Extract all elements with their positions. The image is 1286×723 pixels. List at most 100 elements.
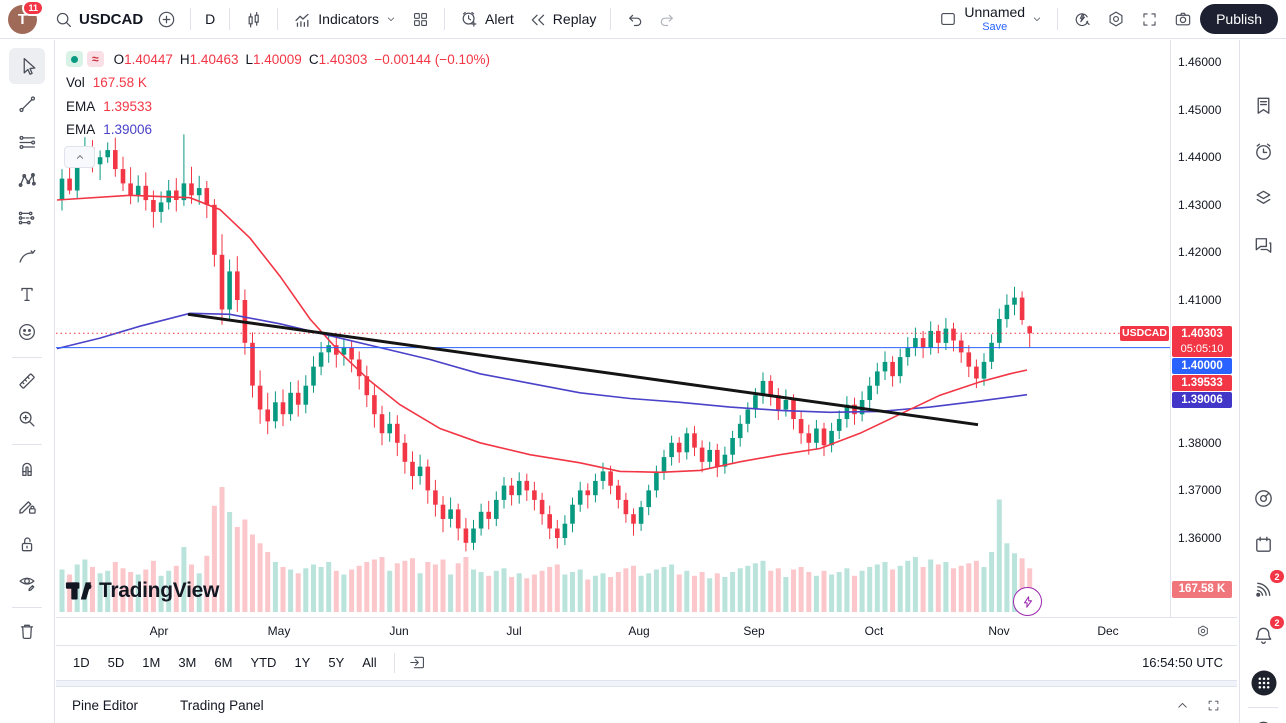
candle-body [806, 433, 812, 443]
axis-settings-button[interactable] [1195, 623, 1211, 644]
session-clock[interactable]: 16:54:50 UTC [1142, 655, 1223, 670]
candle-body [334, 345, 339, 355]
range-3m[interactable]: 3M [169, 651, 205, 674]
maximize-panel-icon[interactable] [1206, 698, 1221, 713]
snapshot-button[interactable] [1166, 5, 1200, 33]
candle-body [295, 392, 301, 405]
emoji-tool-button[interactable] [9, 314, 45, 350]
date-range-buttons: 1D 5D 1M 3M 6M YTD 1Y 5Y All [64, 651, 386, 674]
cursor-tool-button[interactable] [9, 48, 45, 84]
user-avatar[interactable]: T 11 [8, 0, 44, 34]
bottom-toolbar: 1D 5D 1M 3M 6M YTD 1Y 5Y All 16:54:50 UTC [56, 645, 1237, 679]
tradingview-logo-icon [65, 582, 92, 600]
go-to-date-icon [409, 656, 424, 669]
legend-ema2-row[interactable]: EMA 1.39006 [66, 120, 490, 140]
interval-button[interactable]: D [198, 7, 222, 31]
indicators-button[interactable]: Indicators [285, 5, 404, 33]
remove-drawings-button[interactable] [9, 613, 45, 649]
legend-ema1-row[interactable]: EMA 1.39533 [66, 96, 490, 116]
hide-drawings-button[interactable] [9, 564, 45, 600]
toolbar-divider [12, 607, 42, 608]
layers-icon [1256, 190, 1271, 204]
watchlist-button[interactable] [1250, 92, 1277, 119]
candle-body [280, 402, 286, 415]
legend-collapse-button[interactable] [64, 146, 95, 168]
range-1d[interactable]: 1D [64, 651, 99, 674]
range-ytd[interactable]: YTD [241, 651, 285, 674]
candle-body [524, 480, 530, 491]
volume-bar [379, 557, 385, 612]
help-button[interactable] [1250, 717, 1277, 723]
panel-resize-handle[interactable] [56, 680, 1237, 687]
calendar-button[interactable] [1250, 531, 1277, 558]
apps-menu-button[interactable] [1250, 669, 1277, 696]
forecast-tool-button[interactable] [9, 200, 45, 236]
streams-button[interactable]: 2 [1250, 570, 1284, 603]
volume-bar [775, 568, 781, 613]
go-to-date-button[interactable] [403, 650, 432, 675]
candle-body [1012, 297, 1017, 305]
quick-search-button[interactable] [1065, 5, 1099, 33]
price-axis[interactable]: 1.46000 1.45000 1.44000 1.43000 1.42000 1.410… [1170, 40, 1238, 617]
alert-button[interactable]: Alert [452, 5, 521, 33]
tab-trading-panel[interactable]: Trading Panel [180, 697, 264, 713]
range-6m[interactable]: 6M [205, 651, 241, 674]
volume-bar [600, 573, 606, 613]
publish-button[interactable]: Publish [1200, 4, 1278, 34]
fullscreen-button[interactable] [1133, 6, 1166, 33]
expand-panel-icon[interactable] [1175, 698, 1190, 713]
tradingview-logo[interactable]: TradingView [65, 577, 219, 604]
avatar-initial: T [17, 10, 28, 28]
fib-lines-tool-button[interactable] [9, 124, 45, 160]
price-tick-label: 1.36000 [1178, 531, 1222, 545]
range-5d[interactable]: 5D [99, 651, 134, 674]
notifications-button[interactable]: 2 [1250, 616, 1284, 649]
legend-main-row[interactable]: ≈ O 1.40447 H 1.40463 L 1.40009 C 1.40303 −0.00… [66, 49, 490, 69]
range-5y[interactable]: 5Y [319, 651, 353, 674]
ruler-icon [19, 373, 35, 389]
undo-button[interactable] [618, 6, 651, 33]
redo-button[interactable] [651, 6, 684, 33]
trend-line-drawing[interactable] [187, 312, 979, 427]
range-1m[interactable]: 1M [133, 651, 169, 674]
tab-pine-editor[interactable]: Pine Editor [72, 697, 139, 713]
brush-tool-button[interactable] [9, 238, 45, 274]
volume-bar [867, 567, 873, 612]
chat-button[interactable] [1250, 231, 1277, 258]
time-axis[interactable]: Apr May Jun Jul Aug Sep Oct Nov Dec [56, 617, 1237, 646]
top-toolbar: T 11 USDCAD D Indicators Alert [0, 0, 1286, 39]
candle-body [128, 183, 133, 196]
settings-button[interactable] [1099, 5, 1133, 33]
symbol-search-button[interactable]: USDCAD [47, 6, 150, 33]
redo-icon [661, 14, 674, 26]
chart-pane[interactable]: ≈ O 1.40447 H 1.40463 L 1.40009 C 1.40303 −0.00… [56, 40, 1170, 617]
replay-button[interactable]: Replay [521, 6, 604, 33]
alerts-panel-button[interactable] [1250, 138, 1277, 165]
candle-body [631, 514, 636, 524]
text-tool-button[interactable] [9, 276, 45, 312]
hotlists-button[interactable] [1250, 485, 1277, 512]
layout-manager-button[interactable]: Unnamed Save [931, 1, 1050, 36]
toolbar-separator [277, 8, 279, 30]
quick-trade-button[interactable] [1013, 587, 1042, 616]
zoom-in-tool-button[interactable] [9, 401, 45, 437]
lock-drawings-button[interactable] [9, 526, 45, 562]
chart-style-button[interactable] [237, 6, 270, 33]
candle-body [364, 376, 370, 396]
add-symbol-button[interactable] [150, 6, 183, 33]
drawing-mode-button[interactable] [9, 488, 45, 524]
volume-bar [425, 562, 431, 612]
range-all[interactable]: All [353, 651, 385, 674]
object-tree-button[interactable] [1250, 184, 1277, 211]
price-tick-label: 1.44000 [1178, 150, 1222, 165]
grid-layout-button[interactable] [404, 6, 437, 33]
pattern-tool-button[interactable] [9, 162, 45, 198]
save-link[interactable]: Save [982, 20, 1008, 33]
magnet-mode-button[interactable] [9, 450, 45, 486]
measure-tool-button[interactable] [9, 363, 45, 399]
candle-body [410, 461, 415, 477]
legend-volume-row[interactable]: Vol 167.58 K [66, 73, 490, 93]
candle-body [676, 442, 682, 453]
range-1y[interactable]: 1Y [285, 651, 319, 674]
trend-line-tool-button[interactable] [9, 86, 45, 122]
